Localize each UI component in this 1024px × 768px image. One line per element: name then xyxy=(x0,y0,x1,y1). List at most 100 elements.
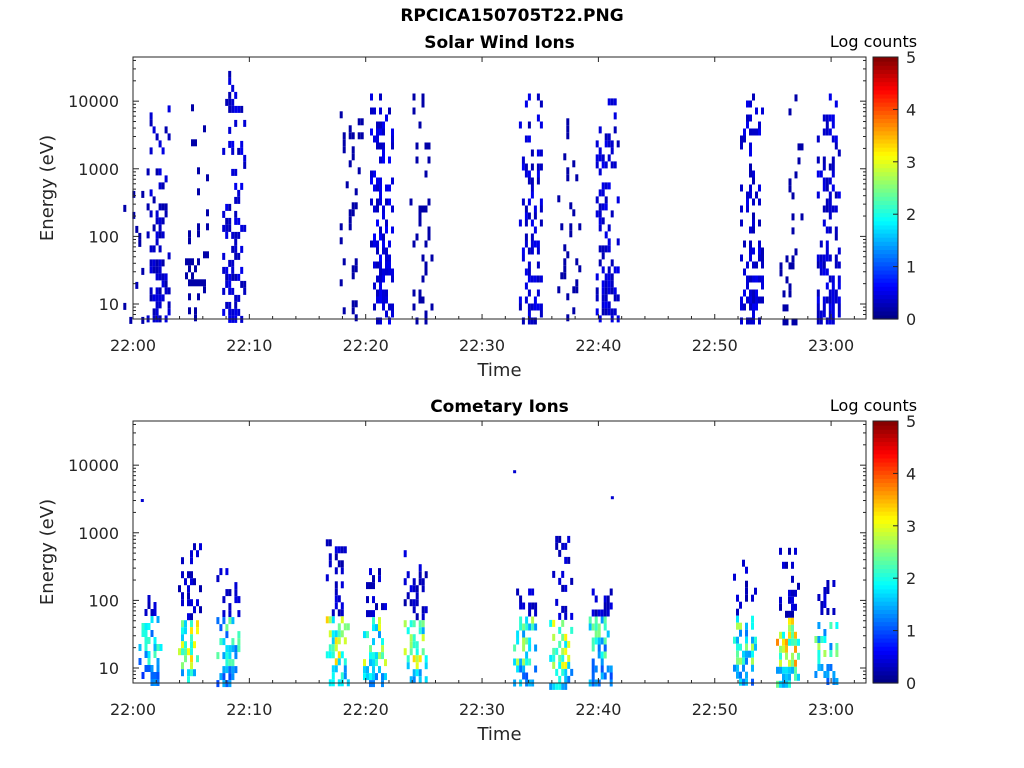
spectrogram-cell xyxy=(376,261,379,269)
colorbar-segment xyxy=(873,57,898,62)
spectrogram-cell xyxy=(524,163,528,171)
spectrogram-cell xyxy=(570,626,574,634)
spectrogram-cell xyxy=(382,247,385,255)
spectrogram-cell xyxy=(161,203,165,211)
spectrogram-cell xyxy=(528,609,532,617)
spectrogram-cell xyxy=(150,609,154,616)
spectrogram-cell xyxy=(340,616,344,624)
spectrogram-cell xyxy=(197,258,200,266)
spectrogram-cell xyxy=(187,571,190,579)
spectrogram-cell xyxy=(751,664,754,672)
spectrogram-cell xyxy=(758,240,761,248)
spectrogram-cell xyxy=(791,666,794,674)
spectrogram-cell xyxy=(743,289,746,297)
spectrogram-cell xyxy=(610,273,614,281)
spectrogram-cell xyxy=(613,294,617,302)
spectrogram-cell xyxy=(199,606,202,614)
spectrogram-cell xyxy=(561,619,565,627)
spectrogram-cell xyxy=(613,112,617,120)
colorbar-segment xyxy=(873,646,898,651)
spectrogram-cell xyxy=(558,535,562,543)
spectrogram-cell xyxy=(752,296,755,304)
spectrogram-cell xyxy=(567,640,571,648)
spectrogram-cell xyxy=(385,219,388,227)
spectrogram-cell xyxy=(190,578,193,586)
spectrogram-cell xyxy=(837,261,841,269)
spectrogram-cell xyxy=(531,616,535,624)
spectrogram-cell xyxy=(164,273,168,281)
spectrogram-cell xyxy=(558,661,562,669)
spectrogram-cell xyxy=(158,245,162,253)
spectrogram-cell xyxy=(533,212,537,220)
colorbar-segment xyxy=(873,568,898,574)
spectrogram-cell xyxy=(381,638,384,646)
spectrogram-cell xyxy=(412,107,416,115)
spectrogram-cell xyxy=(530,163,534,171)
spectrogram-cell xyxy=(604,203,608,211)
spectrogram-cell xyxy=(325,651,329,659)
spectrogram-cell xyxy=(348,132,352,140)
spectrogram-cell xyxy=(752,93,755,101)
spectrogram-cell xyxy=(152,266,156,274)
spectrogram-cell xyxy=(155,308,159,316)
spectrogram-cell xyxy=(339,279,343,287)
spectrogram-cell xyxy=(539,275,543,283)
spectrogram-cell xyxy=(403,620,407,628)
spectrogram-cell xyxy=(155,210,159,218)
spectrogram-cell xyxy=(240,105,244,113)
spectrogram-cell xyxy=(527,275,531,283)
colorbar-segment xyxy=(873,192,898,197)
colorbar-segment xyxy=(873,114,898,119)
spectrogram-cell xyxy=(178,648,181,656)
spectrogram-cell xyxy=(603,609,607,617)
colorbar-segment xyxy=(873,204,898,210)
colorbar-segment xyxy=(873,584,898,590)
spectrogram-cell xyxy=(560,272,564,280)
spectrogram-cell xyxy=(607,182,611,190)
spectrogram-cell xyxy=(831,184,835,192)
spectrogram-cell xyxy=(379,198,382,206)
colorbar-segment xyxy=(873,73,898,79)
spectrogram-cell xyxy=(831,310,835,318)
spectrogram-cell xyxy=(794,547,797,555)
spectrogram-cell xyxy=(752,317,755,325)
spectrogram-cell xyxy=(751,636,754,644)
spectrogram-cell xyxy=(351,265,355,273)
spectrogram-cell xyxy=(225,280,229,288)
spectrogram-cell xyxy=(234,217,238,225)
spectrogram-cell xyxy=(156,616,160,623)
spectrogram-cell xyxy=(337,560,341,568)
spectrogram-cell xyxy=(740,317,743,325)
spectrogram-cell xyxy=(616,196,620,204)
spectrogram-cell xyxy=(415,655,419,663)
spectrogram-cell xyxy=(149,266,153,274)
spectrogram-cell xyxy=(569,202,573,210)
spectrogram-cell xyxy=(231,659,235,667)
spectrogram-cell xyxy=(751,615,754,623)
spectrogram-cell xyxy=(325,574,329,582)
x-tick-label: 22:30 xyxy=(459,336,505,355)
spectrogram-cell xyxy=(231,98,235,106)
spectrogram-cell xyxy=(158,287,162,295)
spectrogram-cell xyxy=(418,121,422,129)
spectrogram-cell xyxy=(524,282,528,290)
spectrogram-cell xyxy=(791,638,794,646)
colorbar-segment xyxy=(873,482,898,488)
spectrogram-cell xyxy=(369,673,372,681)
colorbar-segment xyxy=(873,466,898,471)
spectrogram-cell xyxy=(164,203,168,211)
spectrogram-cell xyxy=(342,139,346,147)
spectrogram-cell xyxy=(816,191,820,199)
spectrogram-cell xyxy=(739,671,742,679)
spectrogram-cell xyxy=(409,599,413,607)
spectrogram-cell xyxy=(828,212,832,220)
spectrogram-cell xyxy=(187,599,190,607)
spectrogram-cell xyxy=(412,578,416,586)
y-tick-label: 100 xyxy=(88,591,119,610)
spectrogram-cell xyxy=(372,575,375,583)
spectrogram-cell xyxy=(601,203,605,211)
spectrogram-cell xyxy=(740,303,743,311)
spectrogram-cell xyxy=(418,212,422,220)
spectrogram-cell xyxy=(524,268,528,276)
spectrogram-cell xyxy=(409,676,413,684)
